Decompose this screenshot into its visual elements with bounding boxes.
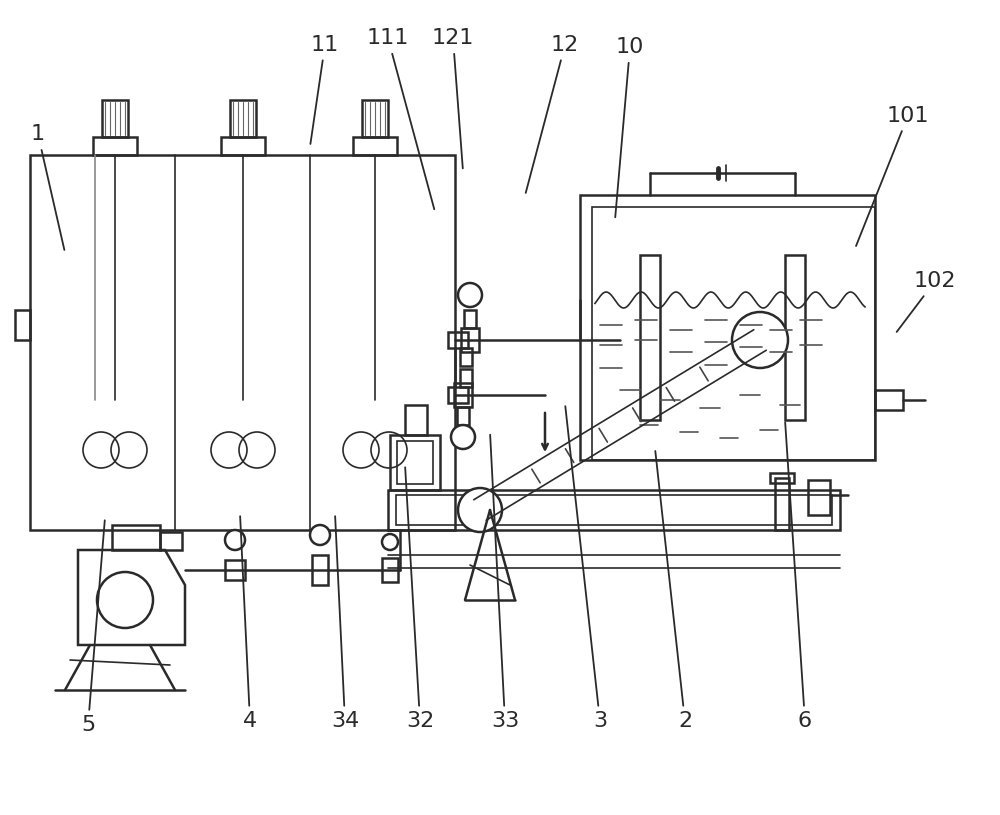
Bar	[464, 310, 476, 328]
Bar	[454, 383, 472, 407]
Text: 34: 34	[331, 516, 359, 731]
Bar	[405, 405, 427, 435]
Bar	[580, 195, 875, 460]
Bar	[396, 495, 832, 525]
Circle shape	[458, 283, 482, 307]
Bar	[230, 100, 256, 137]
Bar	[808, 480, 830, 515]
Text: 11: 11	[310, 35, 339, 144]
Bar	[397, 441, 433, 484]
Text: 33: 33	[490, 434, 519, 731]
Text: 121: 121	[432, 29, 474, 169]
Bar	[460, 369, 472, 387]
Bar	[382, 558, 398, 582]
Bar	[30, 155, 455, 530]
Bar	[457, 407, 469, 425]
Bar	[640, 255, 660, 420]
Text: 5: 5	[81, 520, 105, 735]
Bar	[160, 532, 182, 550]
Text: 3: 3	[565, 406, 607, 731]
Bar	[362, 100, 388, 137]
Circle shape	[310, 525, 330, 545]
Bar	[785, 255, 805, 420]
Text: 101: 101	[856, 106, 929, 246]
Bar	[448, 387, 468, 403]
Bar	[448, 332, 468, 348]
Bar	[225, 560, 245, 580]
Circle shape	[732, 312, 788, 368]
Circle shape	[458, 488, 502, 532]
Circle shape	[97, 572, 153, 628]
Bar	[221, 137, 265, 155]
Bar	[388, 490, 840, 530]
Bar	[93, 137, 137, 155]
Bar	[390, 435, 440, 490]
Text: 10: 10	[615, 37, 644, 218]
Bar	[592, 207, 875, 460]
Text: 111: 111	[367, 29, 434, 209]
Text: 2: 2	[655, 451, 692, 731]
Bar	[775, 478, 789, 530]
Bar	[460, 348, 472, 366]
Text: 32: 32	[405, 467, 434, 731]
Bar	[353, 137, 397, 155]
Circle shape	[225, 530, 245, 550]
Bar	[102, 100, 128, 137]
Text: 4: 4	[240, 516, 257, 731]
Circle shape	[382, 534, 398, 550]
Bar	[770, 473, 794, 483]
Text: 6: 6	[785, 422, 812, 731]
Circle shape	[451, 425, 475, 449]
Bar	[875, 390, 903, 410]
Bar	[15, 310, 30, 340]
Bar	[461, 328, 479, 352]
Text: 102: 102	[897, 271, 956, 332]
Text: 1: 1	[31, 125, 64, 250]
Bar	[112, 525, 160, 550]
Text: 12: 12	[526, 35, 579, 193]
Bar	[312, 555, 328, 585]
